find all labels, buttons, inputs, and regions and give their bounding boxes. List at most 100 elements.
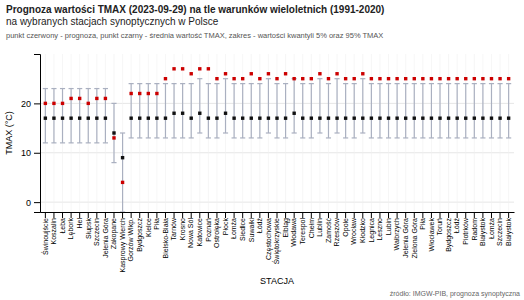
point (121, 156, 124, 159)
grid-line-x (208, 54, 209, 212)
x-tick-mark (422, 212, 423, 218)
range-cap-low (343, 137, 348, 138)
range-cap-low (300, 137, 305, 138)
range-cap-high (412, 83, 417, 84)
point (378, 77, 381, 80)
x-tick-mark (388, 212, 389, 218)
point (507, 116, 510, 119)
range-bar (448, 84, 449, 138)
range-cap-low (189, 137, 194, 138)
x-tick: Łeba (59, 212, 66, 234)
point (498, 77, 501, 80)
range-bar (474, 84, 475, 138)
point (430, 77, 433, 80)
y-tick-label: 0 (26, 198, 31, 208)
point (112, 136, 115, 139)
point (292, 112, 295, 115)
range-bar (191, 84, 192, 138)
range-bar (148, 84, 149, 138)
x-tick-label: Szczecin (93, 218, 100, 246)
x-tick-mark (259, 212, 260, 218)
range-bar (345, 84, 346, 138)
x-axis-title: STACJA (260, 276, 294, 286)
x-tick-mark (113, 212, 114, 218)
point (498, 116, 501, 119)
x-tick-label: Kasprowy Wierch (119, 218, 127, 273)
range-cap-high (60, 88, 65, 89)
y-tick: 10 (21, 148, 40, 158)
x-tick: Chełm (308, 212, 315, 238)
grid-line-x (148, 54, 149, 212)
x-tick-mark (122, 212, 123, 218)
x-tick-mark (79, 212, 80, 218)
x-tick: Poznań (205, 212, 212, 242)
point (61, 116, 64, 119)
range-bar (156, 84, 157, 138)
point (327, 77, 330, 80)
x-tick-mark (491, 212, 492, 218)
range-cap-low (395, 137, 400, 138)
range-cap-low (497, 137, 502, 138)
title: Prognoza wartości TMAX (2023-09-29) na t… (6, 4, 384, 15)
x-tick: Słupsk (84, 212, 92, 239)
range-cap-low (232, 137, 237, 138)
range-cap-high (163, 83, 168, 84)
range-cap-low (60, 142, 65, 143)
subtitle: punkt czerwony - prognoza, punkt czarny … (6, 31, 383, 40)
point (335, 72, 338, 75)
x-tick-label: Bydgoszcz (136, 218, 144, 252)
x-tick-label: Łeba (59, 218, 66, 234)
x-tick-mark (156, 212, 157, 218)
range-bar (431, 84, 432, 138)
x-tick-label: Słupsk (84, 218, 92, 240)
range-bar (397, 84, 398, 138)
range-bar (311, 84, 312, 138)
point (138, 92, 141, 95)
x-tick-label: Szczecin (496, 218, 503, 246)
x-tick-label: Piła (419, 218, 426, 230)
range-bar (216, 84, 217, 138)
point (361, 72, 364, 75)
point (301, 116, 304, 119)
x-tick-mark (277, 212, 278, 218)
range-cap-low (446, 137, 451, 138)
point (395, 77, 398, 80)
title: na wybranych stacjach synoptycznych w Po… (6, 16, 219, 27)
point (455, 77, 458, 80)
x-tick: Zielona Góra (411, 212, 418, 258)
x-tick: Lębork (67, 212, 75, 239)
point (284, 72, 287, 75)
range-cap-high (283, 83, 288, 84)
range-cap-high (86, 88, 91, 89)
y-tick-mark (34, 103, 40, 104)
range-cap-high (377, 83, 382, 84)
range-bar (302, 84, 303, 138)
x-tick-mark (448, 212, 449, 218)
grid-line-x (45, 54, 46, 212)
range-cap-high (137, 83, 142, 84)
point (267, 72, 270, 75)
x-tick-label: Opole (342, 218, 350, 237)
range-bar (499, 84, 500, 138)
range-cap-high (77, 88, 82, 89)
point (318, 72, 321, 75)
point (44, 116, 47, 119)
x-tick: Łódź (453, 212, 460, 233)
range-cap-high (317, 78, 322, 79)
point (190, 116, 193, 119)
y-tick-mark (34, 153, 40, 154)
x-tick-label: Chełm (308, 218, 315, 238)
range-bar (53, 89, 54, 143)
point (172, 67, 175, 70)
range-bar (251, 84, 252, 138)
x-tick-mark (311, 212, 312, 218)
x-tick-label: Łódź (256, 218, 263, 234)
x-tick-label: Katowice (196, 218, 203, 247)
x-tick-mark (337, 212, 338, 218)
x-tick-label: Zakopane (110, 218, 118, 249)
x-tick: Kłodzko (359, 212, 366, 243)
point (112, 131, 115, 134)
point (250, 72, 253, 75)
x-tick-mark (191, 212, 192, 218)
plot-area: 01020ŚwinoujścieKoszalinŁebaLęborkHelSłu… (21, 54, 515, 272)
